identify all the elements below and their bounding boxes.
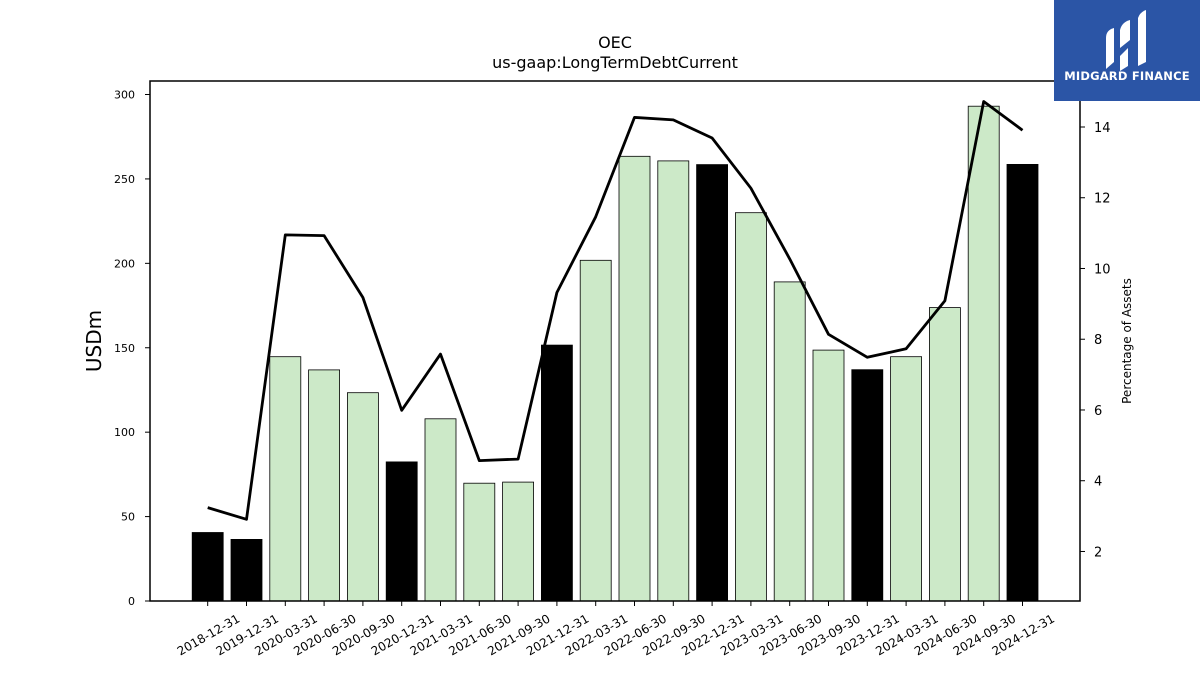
y-tick-label: 50	[121, 511, 135, 524]
bar-group	[191, 105, 1039, 602]
bar	[657, 160, 690, 602]
y2-tick-label: 2	[1094, 545, 1102, 560]
y2-tick-label: 14	[1094, 121, 1111, 136]
y2-tick-label: 6	[1094, 404, 1102, 419]
line-group	[207, 100, 1024, 521]
bar	[541, 344, 573, 602]
bar	[463, 482, 496, 602]
bar	[269, 356, 302, 602]
left-axis: 0 50 100 150 200 250 300	[114, 89, 150, 608]
series-line	[207, 100, 1024, 521]
y-tick-label: 0	[128, 595, 135, 608]
bar	[967, 105, 1000, 602]
bar	[579, 259, 612, 602]
bar	[385, 461, 418, 602]
bar	[502, 481, 535, 602]
bar	[696, 164, 728, 602]
y-tick-label: 150	[114, 342, 135, 355]
chart-title: OEC	[598, 33, 632, 52]
bar	[890, 356, 922, 602]
chart-subtitle: us-gaap:LongTermDebtCurrent	[492, 53, 738, 72]
y2-tick-label: 4	[1094, 475, 1102, 490]
bar	[230, 539, 263, 602]
bar	[929, 307, 961, 602]
bar	[618, 155, 651, 602]
midgard-m-logo-icon	[1106, 10, 1146, 71]
bar	[424, 418, 457, 602]
y2-tick-label: 12	[1094, 192, 1111, 207]
y2-axis-label: Percentage of Assets	[1120, 278, 1134, 404]
right-axis: 2 4 6 8 10 12 14	[1080, 121, 1111, 560]
y2-tick-label: 8	[1094, 333, 1102, 348]
brand-name: MIDGARD FINANCE	[1064, 69, 1190, 83]
y-tick-label: 100	[114, 426, 135, 439]
plot-frame	[149, 80, 1081, 602]
bar	[191, 532, 224, 602]
y-tick-label: 200	[114, 257, 135, 270]
bar	[346, 392, 379, 602]
brand-logo: MIDGARD FINANCE	[1054, 0, 1200, 101]
bar	[812, 349, 845, 602]
y-tick-label: 250	[114, 173, 135, 186]
x-axis: 2018-12-312019-12-312020-03-312020-06-30…	[175, 601, 1057, 658]
bar	[773, 281, 806, 602]
bar	[851, 369, 884, 602]
bar	[735, 212, 767, 602]
y-axis-label: USDm	[82, 310, 106, 372]
bar	[1006, 163, 1039, 602]
bar	[308, 369, 341, 602]
y-tick-label: 300	[114, 89, 135, 102]
y2-tick-label: 10	[1094, 262, 1111, 277]
